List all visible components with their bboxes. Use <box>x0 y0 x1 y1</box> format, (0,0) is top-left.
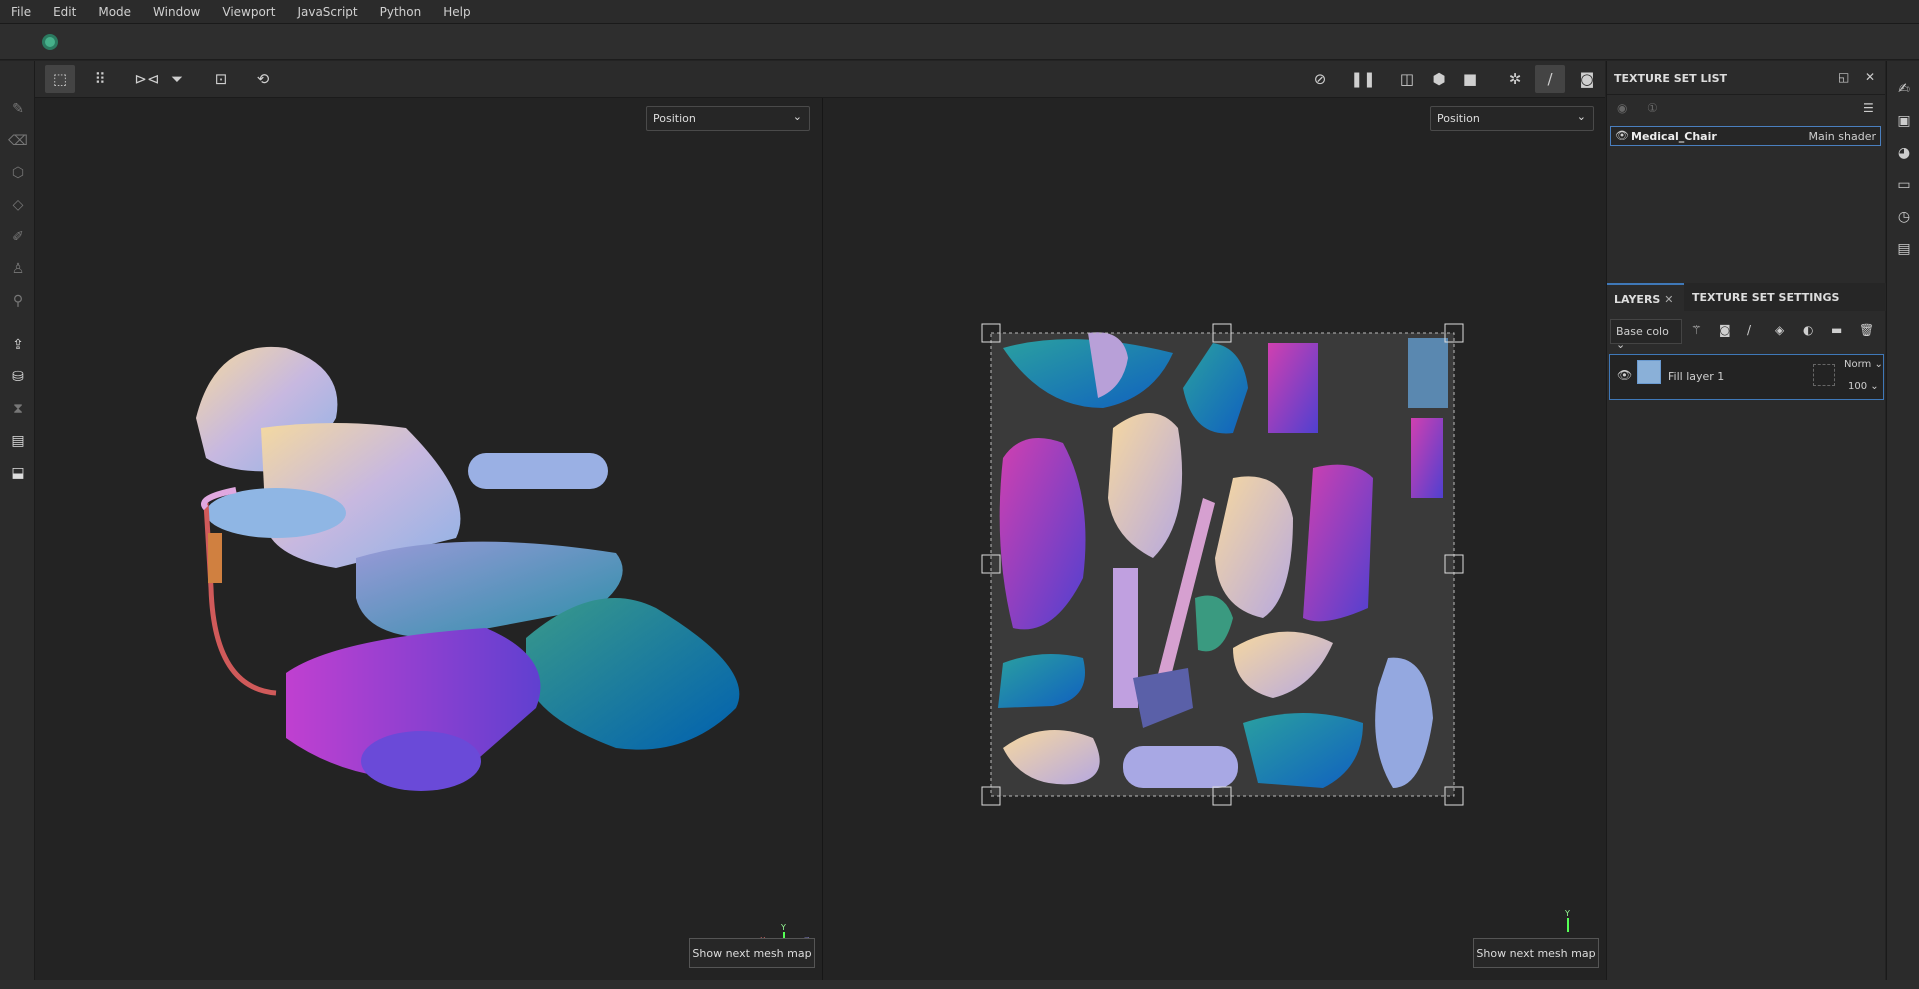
chevron-down-icon: ⌄ <box>1616 338 1626 351</box>
uv-layout <box>981 323 1464 806</box>
opacity-value: 100 <box>1848 381 1868 392</box>
layer-item[interactable]: 👁 Fill layer 1 Norm ⌄ 100 ⌄ <box>1609 354 1884 400</box>
close-icon[interactable]: ✕ <box>1664 293 1674 306</box>
add-fill-layer-icon[interactable]: ◈ <box>1775 323 1785 337</box>
grid-icon[interactable]: ⠿ <box>94 70 106 88</box>
bake-icon[interactable]: ⛁ <box>12 369 24 385</box>
layer-thumbnail <box>1637 360 1661 384</box>
plugin-logo-icon[interactable] <box>42 34 58 50</box>
status-bar <box>0 980 1919 989</box>
texture-set-name: Medical_Chair <box>1631 130 1717 143</box>
chevron-down-icon: ⌄ <box>1576 110 1586 123</box>
opacity-dropdown[interactable]: 100 ⌄ <box>1848 381 1879 392</box>
eye-icon[interactable]: 👁 <box>1615 129 1629 142</box>
plugin-toolbar <box>0 24 1919 60</box>
right-icon-strip: ✍ ▣ ◕ ▭ ◷ ▤ <box>1886 61 1919 981</box>
texture-set-item[interactable]: 👁 Medical_Chair Main shader <box>1610 126 1881 146</box>
menu-bar: File Edit Mode Window Viewport JavaScrip… <box>0 0 1919 24</box>
mask-slot[interactable] <box>1813 364 1835 386</box>
tab-label: LAYERS <box>1614 293 1661 306</box>
panel-title: TEXTURE SET LIST <box>1614 72 1728 85</box>
clone-stamp-icon[interactable]: ♙ <box>11 261 25 277</box>
properties-icon[interactable]: ✍ <box>1898 81 1910 97</box>
add-paint-layer-icon[interactable]: / <box>1747 323 1752 337</box>
menu-window[interactable]: Window <box>153 4 201 19</box>
lighting-icon[interactable]: ✲ <box>1508 70 1522 88</box>
mirror-y-icon[interactable]: ⏷ <box>170 70 183 88</box>
screenshot-icon[interactable]: ◙ <box>1579 70 1595 88</box>
add-smart-material-icon[interactable]: ◐ <box>1803 323 1814 337</box>
list-options-icon[interactable]: ☰ <box>1863 101 1874 115</box>
smudge-icon[interactable]: ✐ <box>12 229 24 245</box>
menu-file[interactable]: File <box>11 4 32 19</box>
paint-brush-icon[interactable]: ✎ <box>12 101 24 117</box>
channel-label: Position <box>1437 112 1480 125</box>
show-next-mesh-map-button[interactable]: Show next mesh map <box>1473 938 1599 968</box>
visibility-toggle-icon[interactable]: ◉ <box>1617 101 1628 115</box>
add-mask-icon[interactable]: ◙ <box>1719 323 1731 337</box>
shelf-icon[interactable]: ▭ <box>1897 177 1911 193</box>
environment-icon[interactable]: ◕ <box>1897 145 1911 161</box>
texture-set-list-header: TEXTURE SET LIST ◱ ✕ <box>1607 61 1885 95</box>
channel-dropdown[interactable]: Base colo ⌄ <box>1610 319 1682 351</box>
history-icon[interactable]: ◷ <box>1897 209 1911 225</box>
add-folder-icon[interactable]: ▬ <box>1831 323 1843 337</box>
channel-select-2d[interactable]: Position ⌄ <box>1430 106 1594 131</box>
blend-mode: Norm <box>1844 359 1872 370</box>
mirror-x-icon[interactable]: ⊳⊲ <box>134 70 160 88</box>
projection-icon[interactable]: ⬡ <box>11 165 25 181</box>
viewport-toolbar: ⬚ ⠿ ⊳⊲ ⏷ ⊡ ⟲ ⊘ ❚❚ ◫ ⬢ ■ ✲ / ◙ <box>35 61 1605 98</box>
polygon-fill-icon[interactable]: ◇ <box>12 197 24 213</box>
reset-icon[interactable]: ⟲ <box>256 70 270 88</box>
tab-texture-set-settings[interactable]: TEXTURE SET SETTINGS <box>1692 291 1840 304</box>
add-effect-icon[interactable]: ⚚ <box>1691 323 1702 337</box>
cube-icon[interactable]: ⬢ <box>1432 70 1446 88</box>
chevron-down-icon: ⌄ <box>792 110 802 123</box>
menu-javascript[interactable]: JavaScript <box>297 4 358 19</box>
viewport-3d[interactable]: Position⌄ Y X Z Show next mesh map <box>36 98 820 980</box>
mesh-icon[interactable]: ⬓ <box>11 465 25 481</box>
camera-icon[interactable]: ■ <box>1462 70 1478 88</box>
blend-mode-dropdown[interactable]: Norm ⌄ <box>1844 359 1883 370</box>
tab-layers[interactable]: LAYERS ✕ <box>1607 283 1684 311</box>
paint-mode-icon[interactable]: / <box>1535 65 1565 93</box>
layer-name: Fill layer 1 <box>1668 370 1725 383</box>
eraser-icon[interactable]: ⌫ <box>8 133 28 149</box>
undock-icon[interactable]: ◱ <box>1838 70 1850 84</box>
display-settings-icon[interactable]: ▣ <box>1897 113 1911 129</box>
fit-view-icon[interactable]: ⊡ <box>214 70 228 88</box>
viewport-2d-uv[interactable]: Position ⌄ Y Show next mesh map <box>822 98 1605 980</box>
selection-icon[interactable]: ⬚ <box>45 65 75 93</box>
menu-viewport[interactable]: Viewport <box>222 4 276 19</box>
menu-python[interactable]: Python <box>379 4 422 19</box>
export-icon[interactable]: ⇪ <box>12 337 24 353</box>
split-view-icon[interactable]: ◫ <box>1399 70 1415 88</box>
layers-tabs: LAYERS ✕ TEXTURE SET SETTINGS <box>1607 283 1886 311</box>
menu-edit[interactable]: Edit <box>53 4 77 19</box>
eye-icon[interactable]: 👁 <box>1617 368 1633 382</box>
show-next-mesh-map-button[interactable]: Show next mesh map <box>689 938 815 968</box>
right-panel: TEXTURE SET LIST ◱ ✕ ◉ ① ☰ 👁 Medical_Cha… <box>1606 61 1886 981</box>
pause-icon[interactable]: ❚❚ <box>1350 70 1376 88</box>
axis-y-label: Y <box>1565 909 1570 918</box>
tool-strip: ✎ ⌫ ⬡ ◇ ✐ ♙ ⚲ ⇪ ⛁ ⧗ ▤ ⬓ <box>0 61 35 981</box>
color-picker-icon[interactable]: ⚲ <box>12 293 24 309</box>
axis-y-label: Y <box>781 923 786 932</box>
menu-mode[interactable]: Mode <box>98 4 132 19</box>
hide-uv-icon[interactable]: ⊘ <box>1313 70 1327 88</box>
shader-name: Main shader <box>1808 130 1876 143</box>
channel-label: Base colo <box>1616 325 1669 338</box>
timer-icon[interactable]: ⧗ <box>13 401 23 417</box>
close-icon[interactable]: ✕ <box>1865 70 1876 84</box>
channel-select-3d[interactable]: Position ⌄ <box>646 106 810 131</box>
delete-icon[interactable]: 🗑 <box>1859 323 1875 337</box>
axis-gizmo <box>1567 918 1569 932</box>
log-icon[interactable]: ▤ <box>1897 241 1911 257</box>
channel-label: Position <box>653 112 696 125</box>
menu-help[interactable]: Help <box>443 4 471 19</box>
chair-model <box>196 346 740 791</box>
solo-icon[interactable]: ① <box>1647 101 1658 115</box>
document-icon[interactable]: ▤ <box>11 433 25 449</box>
